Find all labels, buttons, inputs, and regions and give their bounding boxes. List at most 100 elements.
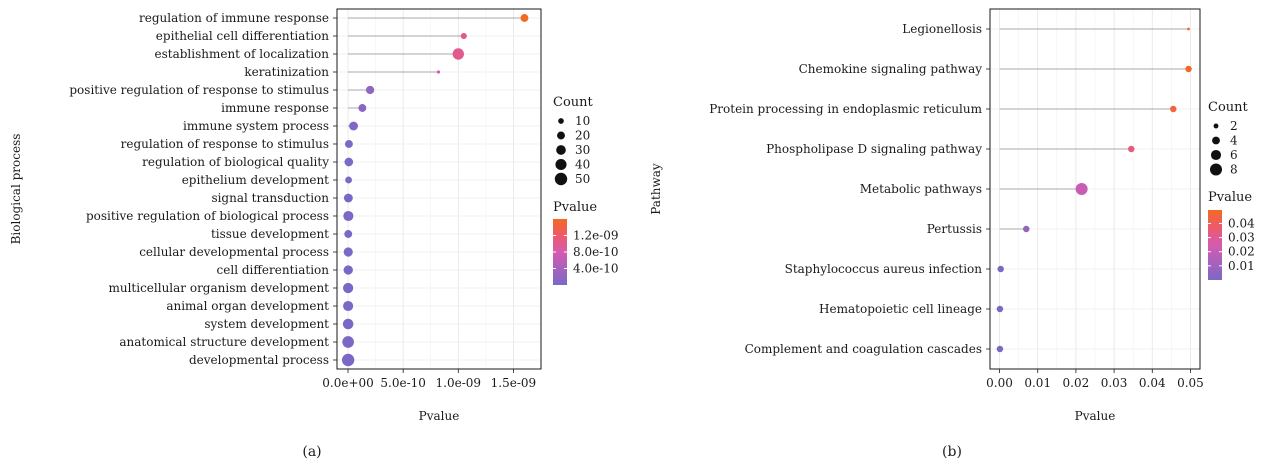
size-legend-label: 4 [1230,134,1238,148]
panel-b-stems [999,28,1189,350]
color-legend-label: 1.2e-09 [573,229,619,243]
category-label: Pertussis [927,222,982,236]
size-legend-key [558,118,564,124]
data-point [1023,225,1030,233]
category-label: anatomical structure development [119,335,329,349]
panel-a-grid [337,9,541,369]
category-label: regulation of biological quality [142,155,329,169]
category-label: Staphylococcus aureus infection [785,262,983,276]
x-tick-label: 0.03 [1101,376,1128,390]
color-legend-title: Pvalue [553,200,597,215]
panel-a-category-labels: regulation of immune response epithelial … [69,11,337,367]
size-legend-key [1210,149,1222,161]
panel-a-frame [336,8,542,370]
x-tick-label: 1.5e-09 [491,376,537,390]
panel-b-category-labels: Legionellosis Chemokine signaling pathway… [709,22,990,356]
data-point [997,265,1004,273]
color-legend-label: 8.0e-10 [573,245,619,259]
category-label: animal organ development [166,299,329,313]
category-label: signal transduction [211,191,329,205]
data-point [1128,145,1135,153]
category-label: cell differentiation [217,263,330,277]
category-label: Hematopoietic cell lineage [819,302,982,316]
color-legend-label: 0.02 [1228,245,1255,259]
data-point [460,32,467,40]
size-legend-title: Count [553,95,594,110]
color-legend-label: 0.03 [1228,231,1255,245]
color-legend-label: 0.01 [1228,259,1255,273]
category-label: immune response [221,101,329,115]
category-label: Metabolic pathways [860,182,982,196]
panel-b-points [996,27,1192,353]
category-label: system development [204,317,329,331]
size-legend-label: 50 [575,172,590,186]
size-legend-key [1213,123,1219,129]
panel-b-x-ticks: 0.00 0.01 0.02 0.03 0.04 0.05 [986,369,1204,390]
size-legend-title: Count [1208,100,1249,115]
category-label: tissue development [211,227,329,241]
category-label: positive regulation of biological proces… [86,209,329,223]
data-point [343,247,353,257]
size-legend-key [1210,163,1222,176]
x-tick-label: 1.0e-09 [436,376,482,390]
category-label: Legionellosis [902,22,982,36]
data-point [343,282,354,294]
size-legend-label: 6 [1230,148,1238,162]
color-legend-title: Pvalue [1208,190,1252,205]
category-label: multicellular organism development [108,281,329,295]
panel-a: regulation of immune response epithelial … [9,8,619,460]
data-point [1075,183,1088,195]
size-legend-label: 10 [575,114,590,128]
x-tick-label: 0.04 [1139,376,1166,390]
category-label: Complement and coagulation cascades [745,342,982,356]
data-point [349,121,358,131]
data-point [342,318,354,330]
data-point [452,48,464,60]
color-bar [553,219,567,285]
panel-b-x-axis-title: Pvalue [1075,409,1116,423]
data-point [1170,105,1177,113]
category-label: Protein processing in endoplasmic reticu… [709,102,982,116]
panel-b-y-axis-title: Pathway [649,163,663,215]
panel-a-stems [348,17,525,361]
size-legend-key [1212,136,1220,145]
plot-background [337,9,541,369]
category-label: developmental process [189,353,329,367]
category-label: establishment of localization [154,47,329,61]
data-point [345,176,353,184]
category-label: epithelium development [182,173,329,187]
data-point [996,305,1004,313]
data-point [1187,27,1190,31]
data-point [1185,65,1192,73]
data-point [342,336,354,348]
color-legend-label: 0.04 [1228,216,1255,230]
data-point [358,104,367,112]
data-point [996,345,1004,353]
data-point [520,14,529,22]
category-label: positive regulation of response to stimu… [69,83,329,97]
category-label: immune system process [183,119,329,133]
size-legend-key [555,158,567,171]
size-legend-key [554,172,568,186]
panel-a-points [341,14,529,367]
data-point [344,157,354,167]
data-point [343,300,354,312]
data-point [365,85,375,95]
category-label: regulation of immune response [139,11,329,25]
category-label: keratinization [244,65,329,79]
panel-a-label: (a) [302,444,321,460]
panel-b-label: (b) [942,444,962,460]
data-point [341,353,355,367]
color-legend-label: 4.0e-10 [573,262,619,276]
category-label: regulation of response to stimulus [121,137,329,151]
size-legend-label: 30 [575,143,590,157]
data-point [344,230,353,238]
size-legend-key [557,131,565,140]
category-label: cellular developmental process [139,245,329,259]
size-legend-label: 40 [575,158,590,172]
x-tick-label: 0.05 [1177,376,1204,390]
size-legend-label: 2 [1230,119,1238,133]
